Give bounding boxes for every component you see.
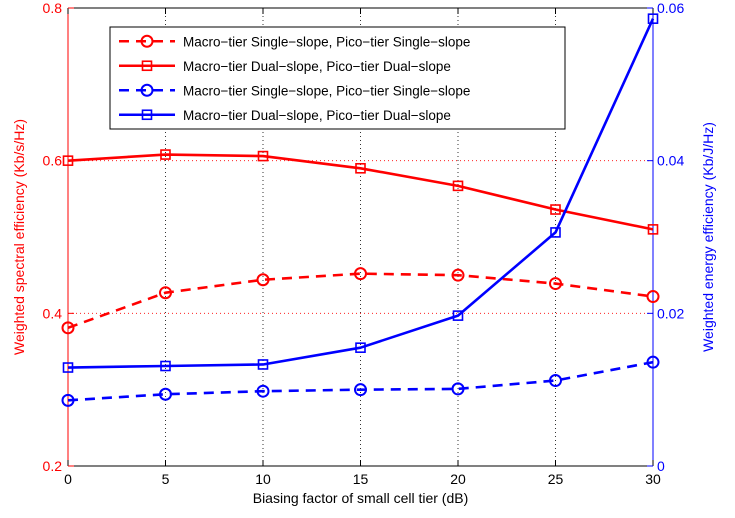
square-marker — [62, 362, 74, 373]
square-marker — [355, 342, 366, 353]
legend-marker — [141, 109, 153, 121]
square-marker — [647, 13, 659, 24]
series — [61, 13, 660, 407]
left-tick-label: 0.2 — [43, 458, 63, 474]
x-tick-label: 10 — [255, 471, 271, 487]
series-4 — [62, 13, 659, 373]
x-axis-title: Biasing factor of small cell tier (dB) — [253, 490, 469, 506]
square-marker — [257, 150, 269, 162]
legend-entry-4: Macro−tier Dual−slope, Pico−tier Dual−sl… — [119, 108, 451, 123]
legend-marker — [140, 83, 154, 97]
axes: 0 5 10 15 20 25 30 0.2 0.4 0.6 0.8 0 0.02 0.04 0.06 Bia… — [11, 0, 716, 506]
legend-label: Macro−tier Single−slope, Pico−tier Singl… — [183, 34, 470, 49]
x-tick-label: 20 — [450, 471, 466, 487]
circle-marker — [61, 321, 75, 335]
circle-marker — [256, 273, 270, 287]
square-marker — [550, 227, 561, 238]
left-tick-label: 0.8 — [43, 0, 63, 16]
circle-marker — [61, 393, 75, 407]
x-tick-label: 25 — [548, 471, 564, 487]
legend-box — [109, 26, 566, 130]
series-1 — [61, 267, 660, 335]
circle-marker — [549, 374, 562, 388]
series-line — [67, 272, 654, 330]
circle-marker — [256, 384, 270, 398]
circle-marker — [159, 286, 172, 300]
circle-marker — [159, 387, 172, 401]
square-marker — [160, 149, 171, 160]
square-marker — [452, 310, 464, 321]
legend-label: Macro−tier Single−slope, Pico−tier Singl… — [183, 83, 470, 98]
right-tick-label: 0 — [657, 458, 665, 474]
series-line — [67, 153, 654, 231]
legend-entry-1: Macro−tier Single−slope, Pico−tier Singl… — [119, 34, 470, 49]
square-marker — [160, 360, 171, 372]
legend-label: Macro−tier Dual−slope, Pico−tier Dual−sl… — [183, 59, 451, 74]
legend-label: Macro−tier Dual−slope, Pico−tier Dual−sl… — [183, 108, 451, 123]
circle-marker — [646, 290, 660, 304]
left-axis-title: Weighted spectral efficiency (Kb/s/Hz) — [11, 119, 27, 355]
x-tick-label: 0 — [64, 471, 72, 487]
series-2 — [62, 149, 659, 235]
circle-marker — [451, 382, 465, 396]
square-marker — [355, 163, 366, 174]
square-marker — [550, 204, 561, 215]
right-axis-title: Weighted energy efficiency (Kb/J/Hz) — [700, 122, 716, 352]
series-line — [67, 360, 654, 402]
square-marker — [62, 155, 74, 166]
right-tick-label: 0.04 — [657, 153, 684, 169]
left-tick-label: 0.4 — [43, 305, 63, 321]
legend: Macro−tier Single−slope, Pico−tier Singl… — [109, 26, 566, 130]
legend-entry-2: Macro−tier Dual−slope, Pico−tier Dual−sl… — [119, 59, 451, 74]
right-tick-label: 0.06 — [657, 0, 684, 16]
x-tick-label: 30 — [645, 471, 661, 487]
circle-marker — [354, 383, 367, 397]
legend-entry-3: Macro−tier Single−slope, Pico−tier Singl… — [119, 83, 470, 98]
circle-marker — [549, 277, 562, 291]
square-marker — [452, 180, 464, 192]
circle-marker — [646, 355, 660, 369]
x-tick-label: 15 — [353, 471, 369, 487]
square-marker — [647, 224, 659, 235]
circle-marker — [451, 268, 465, 282]
series-line — [67, 18, 655, 369]
legend-marker — [140, 34, 154, 48]
series-3 — [61, 355, 660, 407]
square-marker — [257, 359, 269, 370]
legend-marker — [141, 60, 153, 72]
left-tick-label: 0.6 — [43, 153, 63, 169]
circle-marker — [354, 267, 367, 281]
right-tick-label: 0.02 — [657, 305, 684, 321]
x-tick-label: 5 — [162, 471, 170, 487]
